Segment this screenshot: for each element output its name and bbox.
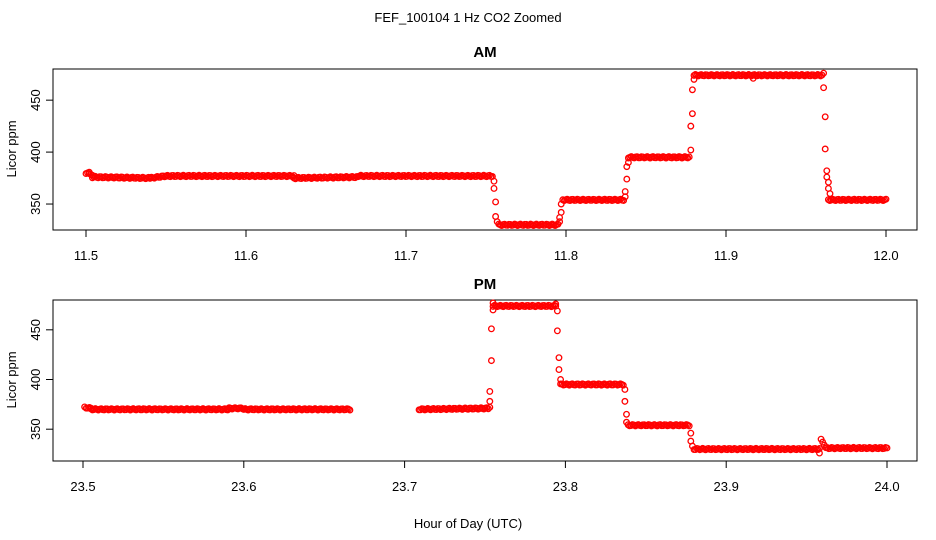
am-data-point [557,208,565,216]
pm-data-point [816,445,823,452]
am-x-tick-label: 11.6 [234,248,258,263]
pm-data-point [81,403,89,411]
am-data-point [490,177,498,185]
am-data-point [687,146,695,154]
pm-data-point [487,325,495,333]
am-x-tick-label: 11.9 [714,248,738,263]
am-y-axis-title: Licor ppm [4,120,19,177]
am-panel: AM Licor ppm 11.5 11.6 11.7 11.8 11.9 12.0 35… [4,44,918,263]
am-data-point [493,218,501,226]
pm-panel: PM Licor ppm 23.5 23.6 23.7 23.8 23.9 24.0 35… [4,276,918,494]
am-data-point [492,198,500,206]
pm-data-point [489,299,497,307]
pm-data-point [687,429,695,437]
pm-data-point [555,366,563,374]
am-data-point [687,122,695,130]
pm-y-axis-title: Licor ppm [4,351,19,408]
pm-data-point [486,387,494,395]
pm-x-ticks: 23.5 23.6 23.7 23.8 23.9 24.0 [70,461,900,494]
am-data-point [823,167,831,175]
am-data-point [688,110,696,118]
am-panel-title: AM [473,44,496,61]
pm-x-tick-label: 23.9 [714,479,739,494]
am-data-point [685,153,693,161]
am-data-point [490,184,498,192]
pm-y-tick-label: 450 [28,319,43,341]
am-x-tick-label: 11.5 [74,248,98,263]
pm-data-point [486,397,494,405]
am-x-tick-label: 11.7 [394,248,418,263]
am-data-point [749,74,757,82]
am-data-point [556,218,564,226]
pm-x-tick-label: 23.8 [553,479,578,494]
am-x-tick-label: 12.0 [873,248,898,263]
pm-data-point [688,442,696,450]
figure-x-axis-title: Hour of Day (UTC) [414,516,522,531]
pm-data-point [883,444,891,452]
am-y-ticks: 350 400 450 [28,89,53,215]
pm-data-point [685,422,693,430]
am-data-points [82,69,890,229]
pm-data-point [621,397,629,405]
am-y-tick-label: 350 [28,193,43,215]
am-data-point [882,195,890,203]
pm-data-point [346,406,354,414]
am-y-tick-label: 450 [28,89,43,111]
am-data-point [690,75,698,83]
pm-data-point [820,441,828,449]
pm-x-tick-label: 23.6 [231,479,256,494]
pm-x-tick-label: 23.5 [70,479,95,494]
pm-data-point [623,410,630,418]
pm-data-point [623,418,630,426]
am-data-point [821,145,829,153]
pm-x-tick-label: 23.7 [392,479,417,494]
am-y-tick-label: 400 [28,141,43,163]
pm-y-tick-label: 350 [28,418,43,440]
pm-data-point [553,327,561,335]
pm-data-points [81,299,891,457]
am-data-point [688,86,696,94]
am-data-point [824,178,832,186]
am-plot-frame [52,68,918,231]
am-data-point [820,84,828,92]
figure-title: FEF_100104 1 Hz CO2 Zoomed [374,10,561,25]
pm-data-point [555,354,563,362]
am-data-point [623,175,631,183]
am-data-point [623,163,631,171]
am-data-point [820,69,828,77]
am-x-ticks: 11.5 11.6 11.7 11.8 11.9 12.0 [74,230,899,263]
am-data-point [557,200,565,208]
pm-data-point [557,376,565,383]
pm-data-point [484,405,492,413]
am-data-point [621,188,629,196]
pm-data-point [621,385,629,393]
pm-panel-title: PM [474,276,497,293]
pm-y-ticks: 350 400 450 [28,319,53,440]
pm-x-tick-label: 24.0 [874,479,899,494]
am-data-point [826,190,834,198]
am-data-point [624,159,632,166]
pm-data-point [489,306,497,314]
am-x-tick-label: 11.8 [554,248,578,263]
pm-data-point [816,449,823,457]
pm-plot-frame [52,299,918,462]
pm-data-point [487,357,495,365]
pm-data-point [552,300,560,308]
am-data-point [821,113,829,121]
am-data-point [620,197,628,204]
pm-data-point [553,307,561,315]
pm-data-point [619,381,627,389]
pm-y-tick-label: 400 [28,369,43,391]
